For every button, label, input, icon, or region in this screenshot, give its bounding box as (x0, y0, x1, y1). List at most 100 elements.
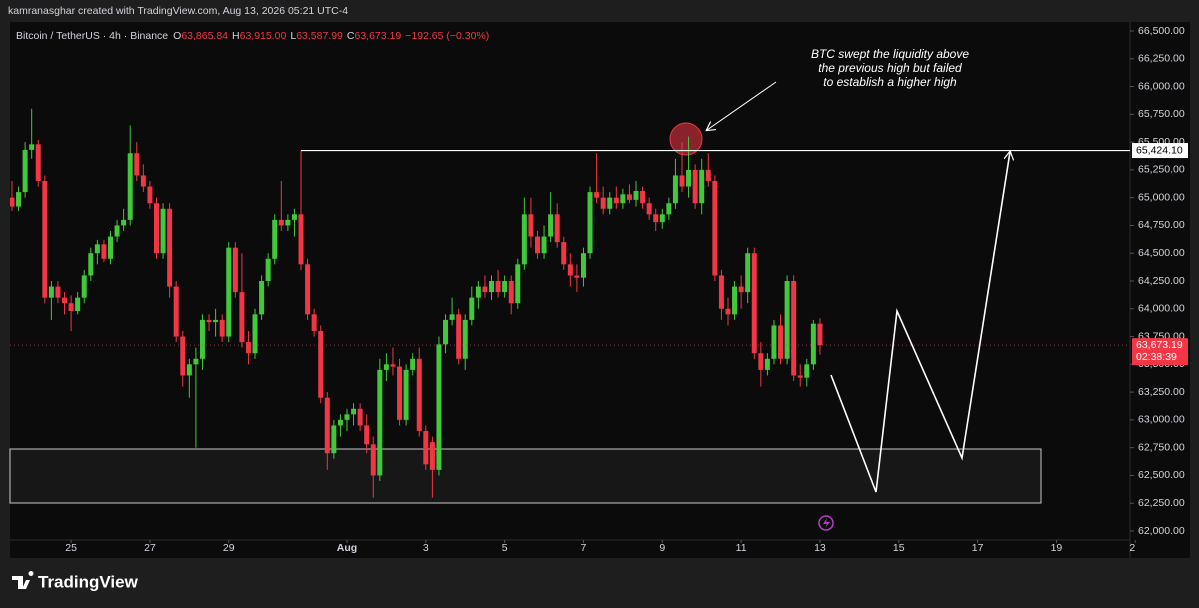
x-tick-label: 11 (736, 542, 747, 554)
candle-body (377, 369, 383, 476)
legend-key: O (173, 30, 181, 42)
candle-body (679, 175, 685, 187)
level-tag (1132, 143, 1188, 159)
candle-body (653, 214, 659, 223)
candle-body (35, 144, 41, 181)
x-tick-label: 29 (223, 542, 235, 554)
candle-body (791, 281, 797, 376)
candle-body (410, 358, 416, 370)
candle-body (390, 364, 396, 367)
candle-body (764, 358, 770, 370)
last-price-label: 63,673.19 (1136, 339, 1183, 351)
candle-body (554, 214, 560, 243)
candle-body (489, 281, 494, 293)
candle-body (416, 358, 422, 431)
candle-body (75, 297, 81, 311)
y-tick-label: 66,000.00 (1138, 80, 1185, 92)
legend-text: Bitcoin / TetherUS · 4h · Binance O63,865… (16, 30, 489, 42)
candle-body (659, 214, 665, 223)
candle-body (561, 242, 567, 265)
candle-body (167, 208, 173, 287)
legend-value: 63,587.99 (296, 30, 343, 42)
candle-body (10, 197, 15, 207)
candle-body (285, 219, 291, 226)
legend: Bitcoin / TetherUS · 4h · Binance O63,865… (16, 30, 489, 42)
x-axis: 25 27 29 Aug 3 5 7 9 11 13 15 17 19 21 (65, 540, 1136, 554)
candle-body (62, 297, 68, 304)
legend-change: −192.65 (−0.30%) (405, 30, 489, 42)
candle-body (383, 364, 389, 370)
event-icon-bolt (823, 518, 830, 528)
candle-body (298, 214, 304, 265)
candle-body (646, 203, 652, 215)
legend-value: 63,915.00 (240, 30, 287, 42)
candle-body (705, 169, 711, 181)
candle-body (160, 208, 166, 254)
candle-body (22, 149, 28, 193)
candle-body (515, 264, 521, 304)
candle-body (699, 169, 705, 204)
candle-body (357, 408, 363, 426)
y-tick-label: 64,750.00 (1138, 219, 1185, 231)
x-tick-label: 13 (814, 542, 826, 554)
candle-body (751, 253, 757, 354)
candle-body (778, 325, 784, 359)
annotation-line: the previous high but failed (818, 61, 962, 75)
candle-body (600, 197, 606, 209)
y-tick-label: 65,750.00 (1138, 108, 1185, 120)
x-tick-label: 7 (581, 542, 587, 554)
legend-symbol: Bitcoin / TetherUS · 4h · Binance (16, 30, 168, 42)
candles (10, 108, 1130, 498)
candle-body (370, 444, 376, 476)
candle-body (101, 244, 107, 259)
candle-body (482, 286, 488, 293)
candle-body (771, 325, 777, 359)
candle-body (804, 364, 810, 378)
x-tick-label: 17 (972, 542, 984, 554)
candle-body (219, 319, 225, 337)
candle-body (574, 275, 580, 278)
candle-body (672, 175, 678, 204)
y-tick-label: 62,750.00 (1138, 441, 1185, 453)
footer: TradingView (12, 571, 139, 591)
candle-body (541, 236, 547, 254)
candle-body (29, 144, 35, 150)
candle-body (797, 375, 803, 378)
x-tick-label: 9 (659, 542, 665, 554)
candle-body (305, 264, 311, 315)
candle-body (640, 191, 646, 204)
candle-body (475, 286, 481, 298)
y-tick-label: 64,500.00 (1138, 247, 1185, 259)
candle-body (147, 186, 153, 204)
candle-body (81, 275, 87, 298)
candle-body (226, 247, 232, 337)
credit: kamranasghar created with TradingView.co… (8, 5, 348, 17)
candle-body (429, 442, 435, 470)
candle-body (666, 203, 672, 215)
candle-body (186, 364, 192, 376)
candle-body (42, 181, 48, 298)
chart-panel (10, 22, 1190, 558)
candle-body (55, 286, 61, 298)
candle-body (140, 175, 146, 187)
y-tick-label: 63,250.00 (1138, 386, 1185, 398)
legend-key: L (290, 30, 296, 42)
candle-body (745, 253, 751, 293)
y-tick-label: 64,250.00 (1138, 275, 1185, 287)
candle-body (403, 369, 409, 420)
legend-key: H (232, 30, 240, 42)
candle-body (817, 323, 823, 346)
candle-body (108, 236, 114, 259)
candle-body (732, 286, 738, 315)
candle-body (528, 214, 534, 237)
candle-body (278, 219, 284, 226)
candle-body (613, 197, 619, 204)
candle-body (88, 253, 94, 276)
y-tick-label: 62,000.00 (1138, 525, 1185, 537)
candle-body (607, 197, 613, 209)
y-tick-label: 63,000.00 (1138, 414, 1185, 426)
y-tick-label: 62,500.00 (1138, 469, 1185, 481)
candle-body (725, 308, 731, 315)
